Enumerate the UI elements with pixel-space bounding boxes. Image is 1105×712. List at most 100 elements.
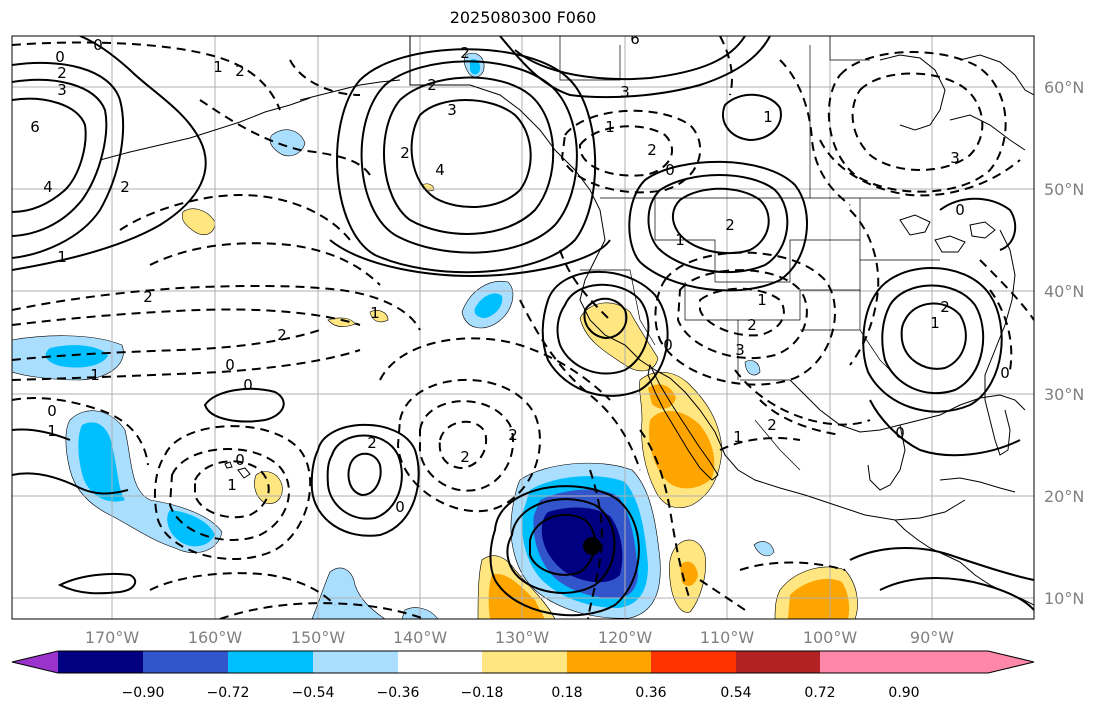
contour-label: 2: [747, 316, 757, 334]
contour-label: 1: [605, 118, 615, 136]
contour-label: 1: [757, 291, 767, 309]
colorbar-segment: [736, 651, 822, 673]
lon-label: 150°W: [291, 628, 346, 647]
contour-labels: 0 2 3 6 4 1 0 2 1 2 2 4 3 2 2 6 1 2 0 3 …: [30, 30, 1010, 516]
shade-orange: [648, 384, 676, 409]
colorbar-segment: [482, 651, 568, 673]
contour-label: 2: [940, 298, 950, 316]
shade-yellow: [579, 302, 659, 372]
colorbar-right-extension: [904, 651, 1034, 673]
contour-label: 0: [395, 498, 405, 516]
contour-label: 3: [950, 149, 960, 167]
contour-label: 3: [620, 83, 630, 101]
colorbar-tick-label: 0.18: [551, 685, 582, 701]
colorbar-segment: [143, 651, 229, 673]
colorbar-tick-labels: −0.90 −0.72 −0.54 −0.36 −0.18 0.18 0.36 …: [122, 685, 920, 701]
colorbar-tick-label: 0.54: [720, 685, 751, 701]
lon-label: 120°W: [598, 628, 653, 647]
lon-label: 170°W: [85, 628, 140, 647]
shade-yellow: [181, 208, 216, 235]
contour-label: 0: [665, 161, 675, 179]
colorbar-tick-label: −0.18: [461, 685, 504, 701]
shade-orange: [649, 410, 715, 489]
lon-label: 130°W: [495, 628, 550, 647]
lat-label: 60°N: [1044, 78, 1084, 97]
colorbar-tick-label: −0.90: [122, 685, 165, 701]
contour-label: 0: [663, 336, 673, 354]
contour-label: 0: [895, 424, 905, 442]
contour-label: 1: [227, 476, 237, 494]
colorbar-outline: [11, 650, 1035, 674]
contour-label: 0: [93, 36, 103, 54]
shade-light-blue: [744, 360, 761, 376]
colorbar-segment: [313, 651, 399, 673]
contour-label: 1: [370, 304, 380, 322]
colorbar-tick-label: 0.90: [888, 685, 919, 701]
colorbar-tick-label: 0.36: [635, 685, 666, 701]
colorbar-segment: [820, 651, 905, 673]
contour-label: 2: [367, 434, 377, 452]
lon-label: 140°W: [393, 628, 448, 647]
contour-label: 1: [47, 422, 57, 440]
shade-light-blue: [753, 541, 775, 557]
solid-contours: [12, 36, 1034, 617]
contour-label: 4: [435, 161, 445, 179]
contour-label: 0: [225, 356, 235, 374]
contour-label: 1: [930, 314, 940, 332]
contour-label: 2: [277, 326, 287, 344]
contour-label: 2: [235, 62, 245, 80]
lat-label: 10°N: [1044, 589, 1084, 608]
lat-label: 30°N: [1044, 385, 1084, 404]
shade-cyan: [474, 293, 503, 318]
colorbar-tick-label: −0.36: [377, 685, 420, 701]
contour-label: 4: [43, 178, 53, 196]
contour-label: 2: [57, 64, 67, 82]
lat-label: 50°N: [1044, 180, 1084, 199]
contour-label: 1: [57, 248, 67, 266]
contour-label: 6: [630, 30, 640, 48]
contour-label: 3: [447, 101, 457, 119]
shade-navy: [541, 507, 623, 583]
contour-label: 1: [733, 428, 743, 446]
colorbar-tick-label: −0.72: [207, 685, 250, 701]
shade-yellow: [327, 317, 356, 327]
lat-label: 40°N: [1044, 282, 1084, 301]
contour-label: 6: [30, 118, 40, 136]
contour-label: 0: [243, 376, 253, 394]
colorbar-segment: [228, 651, 314, 673]
contour-label: 2: [460, 44, 470, 62]
contour-label: 0: [955, 201, 965, 219]
contour-label: 0: [1000, 364, 1010, 382]
gridlines: [12, 36, 1034, 619]
shade-yellow: [369, 310, 389, 323]
latitude-labels: 60°N 50°N 40°N 30°N 20°N 10°N: [1044, 78, 1084, 608]
contour-label: 2: [143, 288, 153, 306]
colorbar-tick-label: −0.54: [292, 685, 335, 701]
lon-label: 90°W: [910, 628, 954, 647]
colorbar-segment: [567, 651, 653, 673]
contour-label: 3: [735, 341, 745, 359]
lon-label: 110°W: [700, 628, 755, 647]
contour-label: 2: [508, 426, 518, 444]
colorbar-segment: [651, 651, 737, 673]
contour-label: 1: [213, 58, 223, 76]
contour-label: 2: [427, 76, 437, 94]
colorbar-segment: [58, 651, 144, 673]
dashed-contours: [12, 36, 1034, 619]
contour-label: 2: [400, 144, 410, 162]
longitude-labels: 170°W 160°W 150°W 140°W 130°W 120°W 110°…: [85, 628, 954, 647]
contour-label: 2: [647, 141, 657, 159]
contour-label: 3: [57, 81, 67, 99]
shade-cyan: [470, 59, 481, 75]
contour-label: 0: [235, 451, 245, 469]
colorbar-left-extension: [12, 651, 59, 673]
shade-cyan: [45, 345, 108, 368]
contour-label: 2: [120, 178, 130, 196]
map-title: 2025080300 F060: [449, 8, 597, 27]
lon-label: 160°W: [188, 628, 243, 647]
low-center-marker: [583, 537, 601, 555]
lat-label: 20°N: [1044, 487, 1084, 506]
map-layers: 0 2 3 6 4 1 0 2 1 2 2 4 3 2 2 6 1 2 0 3 …: [12, 30, 1034, 619]
lon-label: 100°W: [803, 628, 858, 647]
